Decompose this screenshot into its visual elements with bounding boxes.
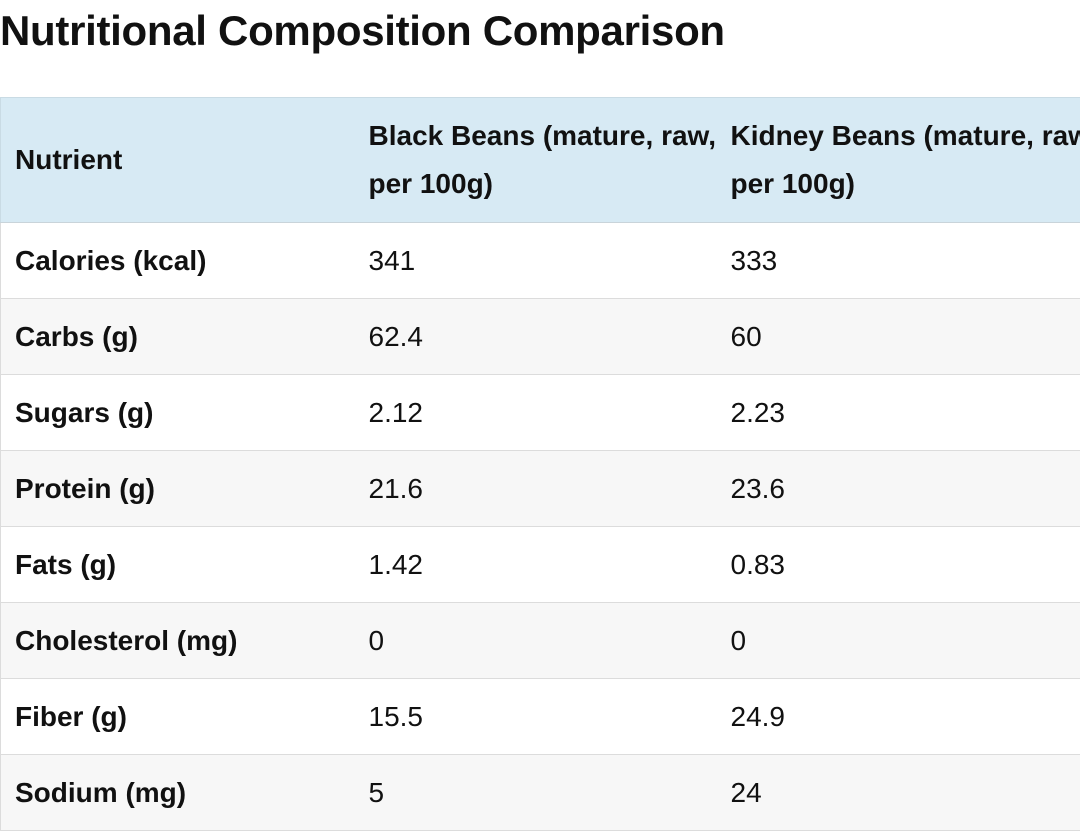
table-row: Sodium (mg) 5 24	[1, 755, 1080, 831]
table-row: Cholesterol (mg) 0 0	[1, 603, 1080, 679]
black-beans-value: 5	[355, 755, 717, 831]
page-title: Nutritional Composition Comparison	[0, 8, 725, 54]
nutrient-cell: Protein (g)	[1, 451, 355, 527]
nutrient-cell: Sodium (mg)	[1, 755, 355, 831]
table-row: Carbs (g) 62.4 60	[1, 299, 1080, 375]
header-black-beans: Black Beans (mature, raw, per 100g)	[355, 98, 717, 223]
table-row: Fats (g) 1.42 0.83	[1, 527, 1080, 603]
kidney-beans-value: 333	[717, 223, 1080, 299]
header-nutrient: Nutrient	[1, 98, 355, 223]
black-beans-value: 1.42	[355, 527, 717, 603]
nutrient-cell: Fats (g)	[1, 527, 355, 603]
nutrition-table-container: Nutrient Black Beans (mature, raw, per 1…	[0, 97, 1080, 831]
kidney-beans-value: 23.6	[717, 451, 1080, 527]
black-beans-value: 0	[355, 603, 717, 679]
kidney-beans-value: 60	[717, 299, 1080, 375]
black-beans-value: 21.6	[355, 451, 717, 527]
black-beans-value: 2.12	[355, 375, 717, 451]
black-beans-value: 341	[355, 223, 717, 299]
nutrient-cell: Sugars (g)	[1, 375, 355, 451]
table-row: Protein (g) 21.6 23.6	[1, 451, 1080, 527]
nutrient-cell: Calories (kcal)	[1, 223, 355, 299]
kidney-beans-value: 0.83	[717, 527, 1080, 603]
table-row: Fiber (g) 15.5 24.9	[1, 679, 1080, 755]
kidney-beans-value: 24	[717, 755, 1080, 831]
table-row: Sugars (g) 2.12 2.23	[1, 375, 1080, 451]
kidney-beans-value: 24.9	[717, 679, 1080, 755]
nutrition-table: Nutrient Black Beans (mature, raw, per 1…	[0, 97, 1080, 831]
kidney-beans-value: 0	[717, 603, 1080, 679]
header-kidney-beans: Kidney Beans (mature, raw, per 100g)	[717, 98, 1080, 223]
table-header-row: Nutrient Black Beans (mature, raw, per 1…	[1, 98, 1080, 223]
black-beans-value: 62.4	[355, 299, 717, 375]
nutrient-cell: Fiber (g)	[1, 679, 355, 755]
black-beans-value: 15.5	[355, 679, 717, 755]
table-row: Calories (kcal) 341 333	[1, 223, 1080, 299]
nutrient-cell: Carbs (g)	[1, 299, 355, 375]
nutrient-cell: Cholesterol (mg)	[1, 603, 355, 679]
kidney-beans-value: 2.23	[717, 375, 1080, 451]
